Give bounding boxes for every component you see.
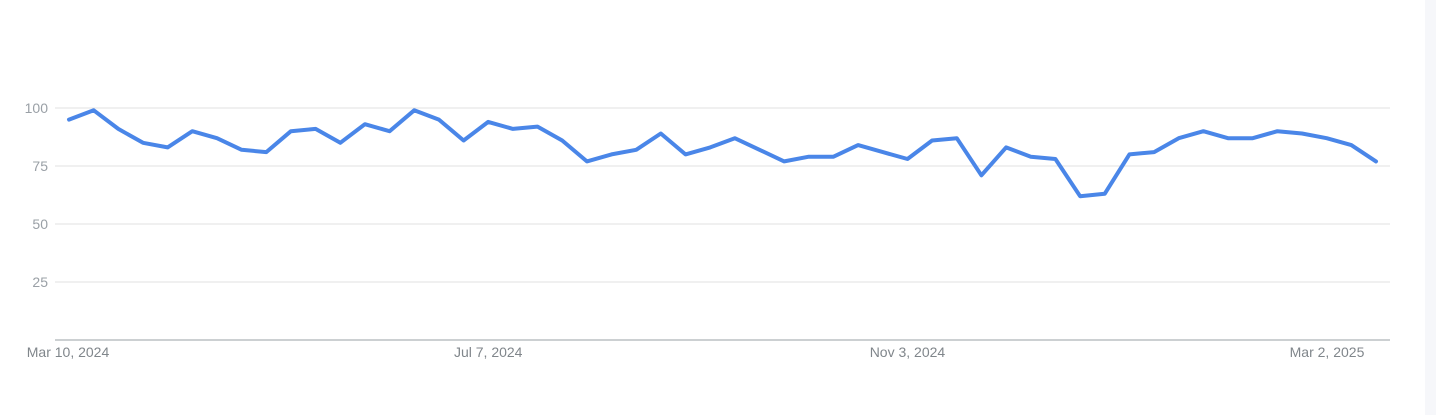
data-point[interactable] (1103, 192, 1107, 196)
data-point[interactable] (412, 108, 416, 112)
data-point[interactable] (634, 148, 638, 152)
data-point[interactable] (930, 139, 934, 143)
data-point[interactable] (585, 159, 589, 163)
data-point[interactable] (1226, 136, 1230, 140)
y-axis-ticks: 25 50 75 100 (25, 100, 49, 290)
data-point[interactable] (511, 127, 515, 131)
data-point[interactable] (758, 148, 762, 152)
data-point[interactable] (1152, 150, 1156, 154)
data-point[interactable] (141, 141, 145, 145)
data-point[interactable] (314, 127, 318, 131)
data-point[interactable] (92, 108, 96, 112)
data-point[interactable] (240, 148, 244, 152)
x-axis-ticks: Mar 10, 2024 Jul 7, 2024 Nov 3, 2024 Mar 2,… (27, 344, 1365, 360)
x-tick-label: Mar 2, 2025 (1290, 344, 1365, 360)
data-point[interactable] (264, 150, 268, 154)
right-edge-panel (1425, 0, 1436, 415)
data-point[interactable] (659, 132, 663, 136)
data-point[interactable] (1300, 132, 1304, 136)
data-point[interactable] (1053, 157, 1057, 161)
data-point[interactable] (1029, 155, 1033, 159)
data-point[interactable] (832, 155, 836, 159)
data-point[interactable] (338, 141, 342, 145)
data-point[interactable] (289, 129, 293, 133)
data-point[interactable] (437, 118, 441, 122)
data-point[interactable] (955, 136, 959, 140)
gridlines (55, 107, 1390, 341)
data-point[interactable] (215, 136, 219, 140)
data-point[interactable] (536, 125, 540, 129)
data-point[interactable] (1251, 136, 1255, 140)
data-point[interactable] (807, 155, 811, 159)
data-point[interactable] (67, 118, 71, 122)
x-tick-label: Nov 3, 2024 (870, 344, 946, 360)
data-point[interactable] (856, 143, 860, 147)
data-point[interactable] (610, 152, 614, 156)
data-point[interactable] (708, 145, 712, 149)
data-point[interactable] (979, 173, 983, 177)
data-point[interactable] (733, 136, 737, 140)
data-point[interactable] (1201, 129, 1205, 133)
data-point[interactable] (782, 159, 786, 163)
series-layer (67, 108, 1378, 199)
data-point[interactable] (684, 152, 688, 156)
data-point[interactable] (881, 150, 885, 154)
data-point[interactable] (190, 129, 194, 133)
data-point[interactable] (1374, 159, 1378, 163)
y-tick-label: 50 (32, 216, 48, 232)
data-point[interactable] (363, 122, 367, 126)
data-point[interactable] (1127, 152, 1131, 156)
y-tick-label: 100 (25, 100, 49, 116)
y-tick-label: 75 (32, 158, 48, 174)
data-point[interactable] (166, 145, 170, 149)
data-point[interactable] (1177, 136, 1181, 140)
data-point[interactable] (116, 127, 120, 131)
x-tick-label: Jul 7, 2024 (454, 344, 523, 360)
x-tick-label: Mar 10, 2024 (27, 344, 110, 360)
data-point[interactable] (560, 139, 564, 143)
data-point[interactable] (1349, 143, 1353, 147)
data-point[interactable] (1078, 194, 1082, 198)
y-tick-label: 25 (32, 274, 48, 290)
data-point[interactable] (462, 139, 466, 143)
data-point[interactable] (388, 129, 392, 133)
series-line (67, 108, 1378, 199)
data-point[interactable] (1275, 129, 1279, 133)
data-point[interactable] (906, 157, 910, 161)
data-point[interactable] (486, 120, 490, 124)
data-point[interactable] (1325, 136, 1329, 140)
data-point[interactable] (1004, 145, 1008, 149)
